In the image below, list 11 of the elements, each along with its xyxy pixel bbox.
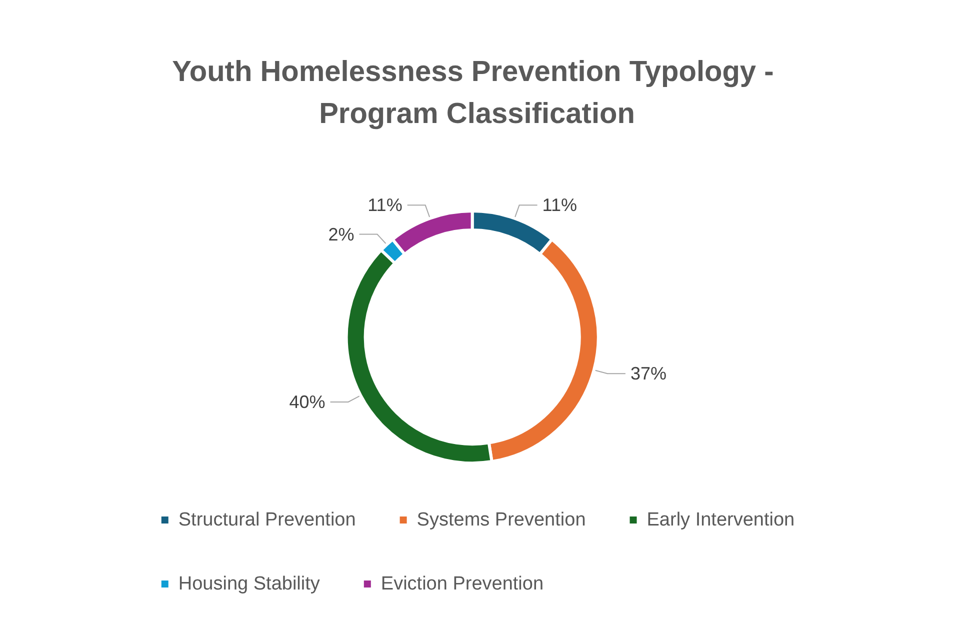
- data-label: 11%: [368, 195, 402, 216]
- data-label: 2%: [328, 224, 354, 244]
- data-label: 11%: [542, 195, 577, 216]
- legend-label: Early Intervention: [646, 510, 795, 530]
- data-label: 37%: [630, 364, 666, 384]
- chart-title: Youth Homelessness Prevention Typology - Program Classification: [172, 56, 782, 130]
- legend-label: Structural Prevention: [178, 510, 356, 530]
- legend-label: Housing Stability: [178, 574, 320, 594]
- legend-label: Systems Prevention: [416, 510, 586, 530]
- data-label: 40%: [289, 392, 326, 412]
- legend-label: Eviction Prevention: [380, 574, 544, 594]
